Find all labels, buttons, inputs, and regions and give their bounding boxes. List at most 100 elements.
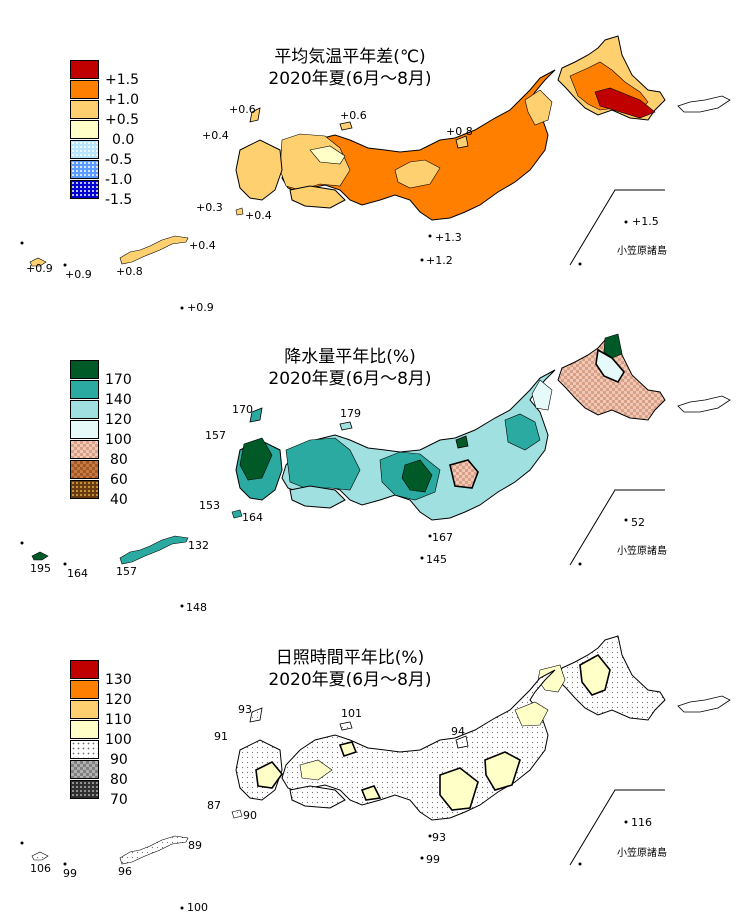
station-label: 101 [341,707,362,720]
station-label: 106 [30,862,51,875]
station-label: 157 [205,429,226,442]
station-label: 116 [631,816,652,829]
ogasawara-inset-frame [569,789,665,866]
ogasawara-inset-frame [569,489,665,566]
hokkaido-region [557,635,666,721]
precipitation-map [20,333,731,608]
station-label: 90 [243,809,257,822]
station-label: 164 [242,511,263,524]
station-label: 164 [67,567,88,580]
tanegashima-island [231,809,243,819]
station-label: 153 [199,499,220,512]
sunshine-map [20,635,731,910]
legend-value: 80 [110,452,128,468]
kanto-yellow [439,767,479,811]
station-label: +0.3 [196,201,223,214]
okinoshima-dot [63,263,67,267]
hokkaido-white [595,348,625,384]
station-label: 99 [63,867,77,880]
izu-dot [420,258,424,262]
legend-swatch [70,720,99,739]
honshu-yellow-east [484,751,521,791]
legend-swatch [70,360,99,379]
legend-value: 70 [110,792,128,808]
station-label: +0.4 [245,209,272,222]
ogasawara-dot [624,220,628,224]
legend-value: +1.5 [105,72,139,88]
station-label: 89 [188,839,202,852]
legend-swatch [70,100,99,119]
legend-swatch [70,160,99,179]
yonaguni-dot [20,241,24,245]
panel-precipitation: 降水量平年比(%) 2020年夏(6月～8月) 170 140 120 100 … [0,310,750,614]
panel-temperature: 平均気温平年差(℃) 2020年夏(6月～8月) +1.5 +1.0 +0.5 … [0,0,750,314]
station-label: 100 [187,901,208,914]
station-label: 132 [188,539,209,552]
temperature-title-line1: 平均気温平年差(℃) [274,47,426,67]
tanegashima-island [231,509,243,519]
tohoku-yellow [514,701,549,727]
temperature-title-line2: 2020年夏(6月～8月) [268,69,432,89]
honshu-region [281,69,556,221]
izu-dot [420,556,424,560]
yonaguni-dot [20,541,24,545]
station-label: +0.8 [116,265,143,278]
tsushima-island [249,407,263,423]
sado-island [455,435,469,449]
legend-swatch [70,420,99,439]
legend-swatch [70,60,99,79]
ogasawara-label: 小笠原諸島 [617,246,667,257]
legend-value: 100 [105,732,132,748]
yonaguni-dot [20,841,24,845]
honshu-yellow-west [299,759,333,781]
station-label: 94 [451,725,465,738]
station-label: +0.6 [229,103,256,116]
legend-value: -0.5 [105,152,133,168]
chubu-yellow [394,159,441,189]
ogasawara-inset-frame [569,189,665,266]
legend-swatch [70,780,99,799]
honshu-cool-patch [309,145,346,165]
ogasawara-label: 小笠原諸島 [617,546,667,557]
minamitori-dot [578,262,582,266]
legend-value: 90 [110,752,128,768]
station-label: 148 [186,601,207,614]
minamitori-dot [578,862,582,866]
kyushu-yellow [255,761,284,789]
sunshine-title-line1: 日照時間平年比(%) [275,648,425,668]
sado-island [455,735,469,749]
legend-value: 130 [105,672,132,688]
honshu-yellow-center2 [360,785,382,801]
station-label: 87 [207,799,221,812]
honshu-teal-north [504,413,541,451]
hokkaido-yellow-center [579,653,611,696]
station-label: 145 [426,553,447,566]
daito-island-dot [180,306,184,310]
station-label: +0.8 [446,125,473,138]
station-label: +0.9 [65,268,92,281]
station-label: 93 [238,703,252,716]
daito-island-dot [180,604,184,608]
sakishima-islands [31,551,49,561]
legend-swatch [70,480,99,499]
nansei-islands [119,235,189,265]
kanto-low [449,459,479,489]
legend-swatch [70,440,99,459]
oki-island [339,721,353,731]
kyushu-region [235,139,283,201]
nansei-islands [119,535,189,565]
kuril-islands [677,695,731,713]
ogasawara-label: 小笠原諸島 [617,848,667,859]
station-label: +0.9 [187,301,214,314]
legend-swatch [70,680,99,699]
station-label: 167 [432,531,453,544]
sakishima-islands [31,851,49,861]
station-label: 157 [116,565,137,578]
kuril-islands [677,395,731,413]
okinoshima-dot [63,562,67,566]
legend-swatch [70,400,99,419]
station-label: 96 [118,865,132,878]
tsushima-island [249,107,261,123]
sakishima-islands [29,257,47,267]
station-label: +1.2 [426,254,453,267]
